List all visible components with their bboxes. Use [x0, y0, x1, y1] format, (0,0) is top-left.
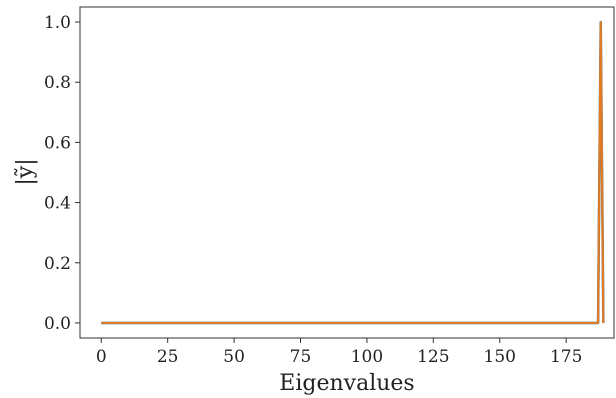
y-tick-label: 1.0: [44, 13, 71, 33]
x-tick-label: 25: [157, 347, 179, 367]
y-tick-label: 0.4: [44, 194, 71, 214]
x-tick-label: 125: [417, 347, 449, 367]
x-axis: 0 25 50 75 100 125 150 175: [96, 338, 582, 367]
x-tick-label: 75: [290, 347, 312, 367]
y-tick-label: 0.6: [44, 133, 71, 153]
y-axis-title: |ỹ|: [13, 158, 38, 185]
plot-frame: [79, 6, 615, 339]
series-line-1: [101, 20, 605, 325]
y-tick-label: 0.0: [44, 314, 71, 334]
y-tick-label: 0.8: [44, 73, 71, 93]
x-tick-label: 150: [484, 347, 516, 367]
x-axis-title: Eigenvalues: [279, 371, 414, 396]
x-tick-label: 100: [351, 347, 383, 367]
plot-area: [80, 7, 614, 338]
y-tick-label: 0.2: [44, 254, 71, 274]
x-tick-label: 0: [96, 347, 107, 367]
series-layer: [101, 20, 605, 325]
x-tick-label: 50: [223, 347, 245, 367]
y-axis: 0.0 0.2 0.4 0.6 0.8 1.0: [44, 13, 80, 334]
x-tick-label: 175: [550, 347, 582, 367]
